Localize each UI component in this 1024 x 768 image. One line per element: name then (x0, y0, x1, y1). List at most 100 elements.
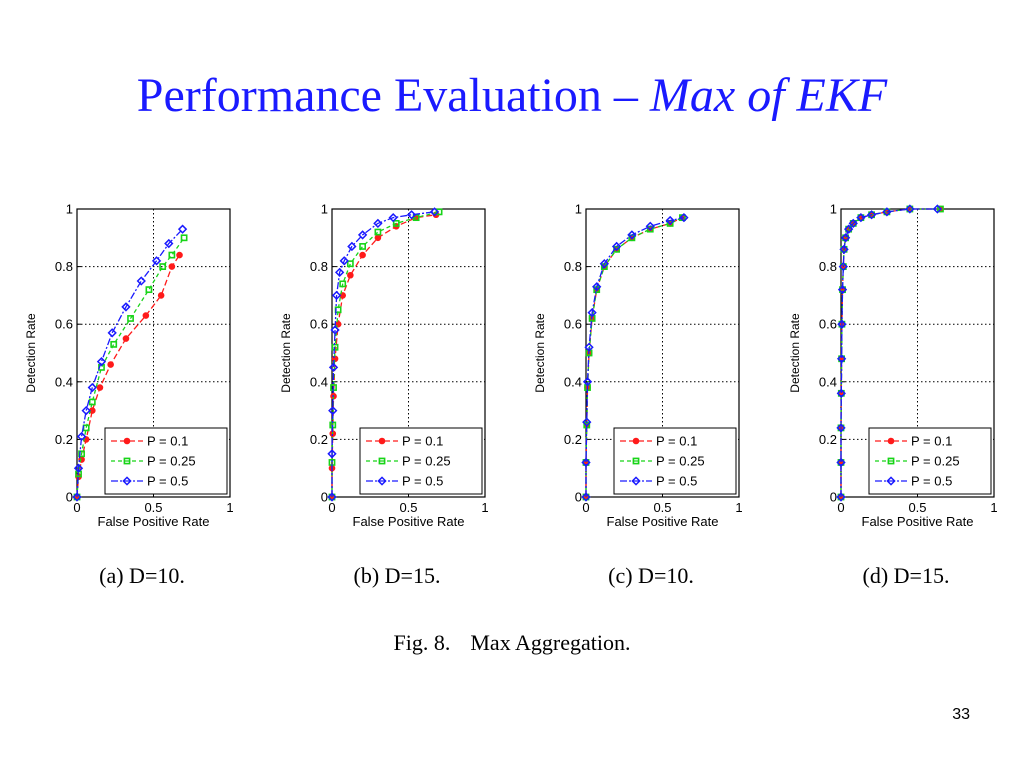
x-tick-label: 0 (328, 500, 335, 515)
data-point (843, 224, 854, 234)
data-point (110, 340, 118, 348)
data-point (122, 335, 130, 342)
data-point (581, 492, 591, 502)
series-line (331, 211, 440, 497)
series-line (840, 208, 938, 497)
legend-marker (887, 437, 895, 445)
x-tick-label: 1 (481, 500, 488, 515)
data-point (346, 260, 354, 268)
x-axis-label: False Positive Rate (862, 514, 974, 529)
data-point (96, 356, 107, 367)
y-tick-label: 0.4 (310, 374, 328, 389)
data-point (584, 342, 594, 352)
data-point (839, 244, 849, 254)
y-tick-label: 1 (66, 202, 73, 217)
data-point (836, 457, 846, 468)
x-axis-label: False Positive Rate (98, 514, 210, 529)
data-point (81, 405, 91, 416)
slide-title-italic: Max of EKF (649, 69, 888, 122)
roc-chart-c: 0 0.2 0.4 0.6 0.8 1 0 0.5 1 False Positive Rate De… (533, 202, 743, 530)
data-point (145, 286, 153, 294)
legend-marker (631, 476, 641, 486)
data-point (866, 210, 877, 220)
chart-panel-d: 0 0.2 0.4 0.6 0.8 1 0 0.5 1 False Positive Rate De… (784, 196, 1024, 546)
y-tick-label: 0.6 (55, 317, 73, 332)
y-tick-label: 0.2 (55, 432, 73, 447)
roc-chart-a: 0 0.2 0.4 0.6 0.8 1 0 0.5 1 False Positive Rate De… (24, 202, 234, 530)
data-point (840, 233, 851, 243)
data-point (838, 261, 848, 272)
legend-label: P = 0.1 (911, 434, 952, 449)
x-tick-label: 0.5 (144, 500, 162, 515)
y-tick-label: 0.6 (819, 317, 837, 332)
data-point (392, 219, 400, 227)
y-axis-label: Detection Rate (279, 313, 293, 393)
data-point (88, 398, 96, 406)
data-point (157, 292, 165, 299)
x-tick-label: 0 (582, 500, 589, 515)
data-point (87, 382, 97, 393)
data-point (121, 302, 131, 312)
data-point (937, 205, 944, 213)
figure-caption-number: Fig. 8. (393, 630, 451, 655)
data-point (837, 284, 848, 295)
legend-marker (886, 476, 896, 486)
y-tick-label: 0.6 (564, 317, 582, 332)
data-point (587, 308, 597, 318)
data-point (168, 251, 176, 259)
y-tick-label: 0.8 (310, 259, 328, 274)
data-point (136, 276, 146, 286)
data-point (932, 204, 943, 214)
y-axis-label: Detection Rate (24, 313, 38, 393)
data-point (159, 263, 167, 270)
data-point (359, 243, 366, 250)
data-point (72, 492, 82, 502)
data-point (151, 256, 162, 266)
data-point (611, 241, 622, 252)
y-tick-label: 1 (575, 202, 582, 217)
legend-label: P = 0.1 (656, 434, 697, 449)
data-point (107, 361, 114, 368)
data-point (582, 377, 593, 387)
legend-marker (632, 457, 640, 465)
data-point (328, 405, 338, 416)
data-point (582, 417, 592, 427)
data-point (78, 450, 85, 458)
slide-title: Performance Evaluation – Max of EKF (0, 68, 1024, 123)
y-tick-label: 0.2 (819, 432, 837, 447)
x-tick-label: 0 (73, 500, 80, 515)
series-p-0-5 (836, 204, 943, 502)
series-p-0-5 (72, 224, 188, 502)
series-p-0-5 (327, 207, 440, 502)
data-point (581, 457, 591, 468)
x-tick-label: 0.5 (908, 500, 926, 515)
roc-chart-d: 0 0.2 0.4 0.6 0.8 1 0 0.5 1 False Positive Rate De… (788, 202, 998, 530)
data-point (627, 230, 637, 240)
legend-label: P = 0.25 (656, 454, 705, 469)
y-tick-label: 1 (830, 202, 837, 217)
y-tick-label: 1 (321, 202, 328, 217)
x-tick-label: 0 (837, 500, 844, 515)
data-point (359, 251, 366, 259)
data-point (327, 449, 337, 459)
data-point (836, 492, 846, 502)
series-line (76, 228, 184, 498)
subcaption-c: (c) D=10. (608, 563, 694, 588)
data-point (107, 328, 117, 338)
legend-marker (378, 437, 386, 445)
page-number: 33 (952, 706, 970, 723)
subcaption-b: (b) D=15. (353, 563, 441, 588)
series-line (585, 217, 685, 497)
roc-chart-b: 0 0.2 0.4 0.6 0.8 1 0 0.5 1 False Positive Rate De… (279, 202, 489, 530)
data-point (142, 312, 150, 319)
data-point (168, 263, 176, 270)
legend-label: P = 0.5 (402, 474, 443, 489)
data-point (127, 315, 134, 322)
y-tick-label: 0.4 (564, 374, 582, 389)
legend: P = 0.1 P = 0.25 P = 0.5 (104, 427, 228, 495)
y-tick-label: 0 (575, 490, 582, 505)
data-point (164, 238, 174, 249)
data-point (412, 214, 420, 222)
data-point (836, 388, 846, 398)
legend-label: P = 0.5 (911, 474, 952, 489)
